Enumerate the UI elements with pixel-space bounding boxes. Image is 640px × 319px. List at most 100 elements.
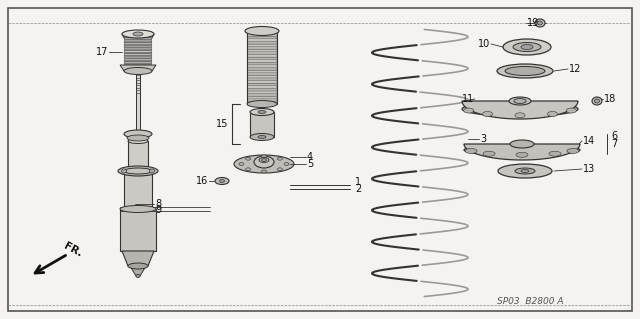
Ellipse shape <box>128 263 148 269</box>
Ellipse shape <box>254 156 274 168</box>
Polygon shape <box>122 34 154 38</box>
Ellipse shape <box>513 42 541 51</box>
Ellipse shape <box>245 26 279 35</box>
Polygon shape <box>124 60 152 62</box>
Ellipse shape <box>118 166 158 176</box>
Ellipse shape <box>514 99 526 103</box>
Ellipse shape <box>262 159 266 161</box>
Ellipse shape <box>246 168 251 171</box>
Ellipse shape <box>124 206 152 212</box>
Ellipse shape <box>120 205 156 212</box>
Ellipse shape <box>535 19 545 27</box>
Polygon shape <box>247 83 277 86</box>
Ellipse shape <box>127 135 149 141</box>
Ellipse shape <box>239 162 244 166</box>
Ellipse shape <box>497 64 553 78</box>
Ellipse shape <box>133 32 143 36</box>
Polygon shape <box>247 99 277 101</box>
Ellipse shape <box>498 164 552 178</box>
Text: 8: 8 <box>155 199 161 209</box>
Polygon shape <box>464 144 580 160</box>
Polygon shape <box>247 101 277 104</box>
Text: SP03  B2800 A: SP03 B2800 A <box>497 296 563 306</box>
Polygon shape <box>247 55 277 57</box>
Text: 10: 10 <box>477 39 490 49</box>
Ellipse shape <box>262 155 266 158</box>
Text: 13: 13 <box>583 164 595 174</box>
Ellipse shape <box>128 138 148 144</box>
Polygon shape <box>124 171 152 209</box>
Polygon shape <box>136 73 140 134</box>
Ellipse shape <box>505 66 545 76</box>
Ellipse shape <box>136 275 140 278</box>
Polygon shape <box>247 31 277 33</box>
Polygon shape <box>247 86 277 88</box>
Polygon shape <box>124 51 152 52</box>
Ellipse shape <box>521 44 533 49</box>
Polygon shape <box>122 251 154 266</box>
Polygon shape <box>247 78 277 80</box>
Ellipse shape <box>465 148 477 153</box>
Ellipse shape <box>124 168 152 174</box>
Ellipse shape <box>122 30 154 38</box>
Ellipse shape <box>215 177 229 184</box>
Ellipse shape <box>284 162 289 166</box>
Ellipse shape <box>247 100 277 108</box>
Ellipse shape <box>262 170 266 173</box>
Ellipse shape <box>509 97 531 105</box>
Text: 15: 15 <box>216 119 228 129</box>
Polygon shape <box>124 48 152 49</box>
Text: 6: 6 <box>611 131 617 141</box>
Ellipse shape <box>128 168 148 174</box>
Polygon shape <box>247 39 277 41</box>
Polygon shape <box>247 36 277 39</box>
Polygon shape <box>124 41 152 43</box>
Text: 12: 12 <box>569 64 581 74</box>
Text: 11: 11 <box>461 94 474 104</box>
Ellipse shape <box>521 169 529 173</box>
Text: 1: 1 <box>355 177 361 187</box>
Ellipse shape <box>150 169 154 173</box>
Text: 3: 3 <box>480 134 486 144</box>
Ellipse shape <box>234 155 294 173</box>
Ellipse shape <box>258 136 266 138</box>
Polygon shape <box>247 68 277 70</box>
Ellipse shape <box>259 158 269 162</box>
Ellipse shape <box>516 152 528 157</box>
Polygon shape <box>247 52 277 55</box>
Text: FR.: FR. <box>62 241 84 259</box>
Ellipse shape <box>503 39 551 55</box>
Polygon shape <box>124 52 152 54</box>
Ellipse shape <box>250 108 274 115</box>
Polygon shape <box>247 47 277 49</box>
Polygon shape <box>247 49 277 52</box>
Polygon shape <box>247 80 277 83</box>
Polygon shape <box>247 70 277 73</box>
Polygon shape <box>124 57 152 59</box>
Polygon shape <box>247 93 277 96</box>
Polygon shape <box>247 88 277 91</box>
Polygon shape <box>124 46 152 48</box>
Polygon shape <box>124 62 152 63</box>
Polygon shape <box>120 65 156 71</box>
Polygon shape <box>124 43 152 44</box>
Polygon shape <box>124 63 152 65</box>
Ellipse shape <box>566 108 577 113</box>
Text: 17: 17 <box>95 47 108 57</box>
Text: 19: 19 <box>527 18 540 28</box>
Polygon shape <box>247 96 277 99</box>
Ellipse shape <box>124 130 152 138</box>
Ellipse shape <box>220 180 225 182</box>
Polygon shape <box>250 112 274 137</box>
Polygon shape <box>247 33 277 36</box>
Polygon shape <box>247 91 277 93</box>
Polygon shape <box>247 62 277 65</box>
Ellipse shape <box>124 68 152 75</box>
Polygon shape <box>247 73 277 75</box>
Ellipse shape <box>277 157 282 160</box>
Text: 4: 4 <box>307 152 313 162</box>
Polygon shape <box>130 266 146 276</box>
Text: 2: 2 <box>355 184 361 194</box>
Polygon shape <box>124 44 152 46</box>
Ellipse shape <box>277 168 282 171</box>
